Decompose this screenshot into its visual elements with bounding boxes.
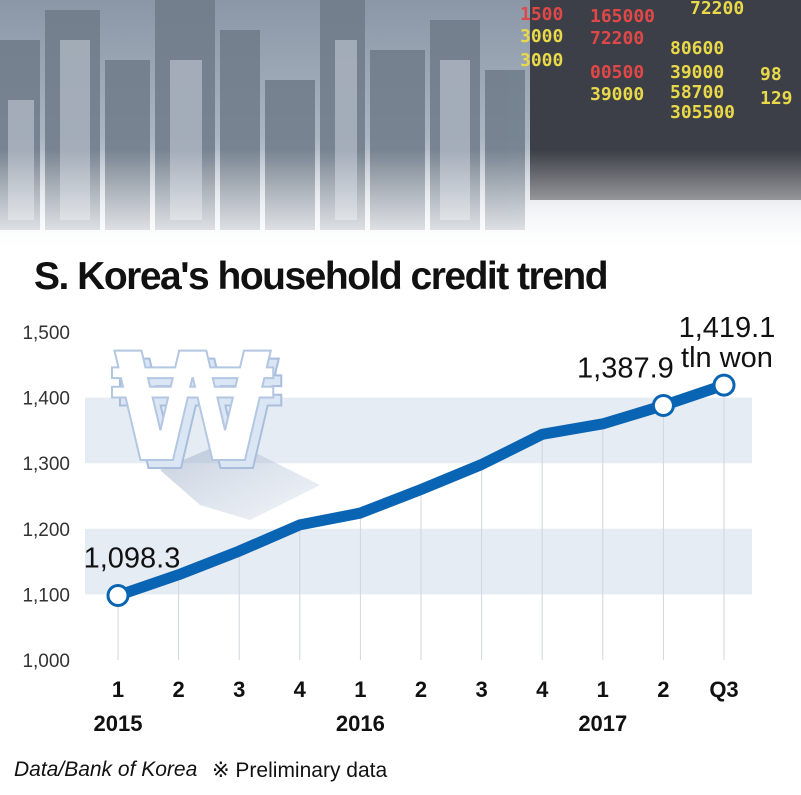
svg-text:165000: 165000 bbox=[590, 6, 655, 27]
data-point-marker bbox=[651, 394, 675, 418]
svg-text:72200: 72200 bbox=[590, 28, 644, 49]
y-tick-label: 1,000 bbox=[22, 651, 70, 672]
data-point-marker bbox=[106, 584, 130, 608]
data-point-marker bbox=[712, 373, 736, 397]
source-note: Data/Bank of Korea bbox=[14, 758, 198, 781]
y-tick-label: 1,200 bbox=[22, 520, 70, 541]
svg-text:00500: 00500 bbox=[590, 62, 644, 83]
x-year-label: 2015 bbox=[94, 711, 143, 736]
city-background-image: 1500 165000 72200 3000 72200 80600 3000 … bbox=[0, 0, 801, 260]
x-tick-label: 1 bbox=[597, 677, 609, 702]
svg-text:1500: 1500 bbox=[520, 4, 563, 25]
svg-text:3000: 3000 bbox=[520, 26, 563, 47]
svg-text:98: 98 bbox=[760, 64, 782, 85]
x-tick-label: 2 bbox=[415, 677, 427, 702]
x-year-label: 2017 bbox=[578, 711, 627, 736]
svg-text:39000: 39000 bbox=[670, 62, 724, 83]
svg-text:3000: 3000 bbox=[520, 50, 563, 71]
svg-text:58700: 58700 bbox=[670, 82, 724, 103]
preliminary-note: ※ Preliminary data bbox=[212, 759, 388, 782]
y-tick-label: 1,500 bbox=[22, 323, 70, 344]
svg-text:72200: 72200 bbox=[690, 0, 744, 19]
band-1 bbox=[85, 528, 752, 595]
x-tick-label: 1 bbox=[354, 677, 366, 702]
won-symbol-icon: ₩ ₩ bbox=[109, 321, 320, 520]
x-tick-label: 3 bbox=[475, 677, 487, 702]
annotation-value: 1,387.9 bbox=[577, 353, 674, 385]
svg-text:39000: 39000 bbox=[590, 84, 644, 105]
svg-text:305500: 305500 bbox=[670, 102, 735, 123]
series-line bbox=[112, 379, 730, 602]
annotation-value: 1,419.1 bbox=[679, 312, 776, 344]
svg-text:129: 129 bbox=[760, 88, 793, 109]
y-tick-label: 1,400 bbox=[22, 389, 70, 410]
chart-title: S. Korea's household credit trend bbox=[34, 255, 609, 298]
svg-text:₩: ₩ bbox=[110, 322, 275, 496]
x-tick-label: 4 bbox=[294, 677, 307, 702]
annotation-unit: tln won bbox=[681, 342, 773, 374]
x-axis-tick-labels: 1 2 3 4 1 2 3 4 1 2 Q3 bbox=[112, 677, 739, 702]
y-axis-tick-labels: 1,000 1,100 1,200 1,300 1,400 1,500 bbox=[22, 323, 70, 672]
x-year-label: 2016 bbox=[336, 711, 385, 736]
y-tick-label: 1,300 bbox=[22, 454, 70, 475]
y-tick-label: 1,100 bbox=[22, 585, 70, 606]
x-tick-label: 4 bbox=[536, 677, 549, 702]
x-tick-label: 1 bbox=[112, 677, 124, 702]
x-tick-label: 2 bbox=[172, 677, 184, 702]
x-tick-label: 2 bbox=[657, 677, 669, 702]
x-tick-label: Q3 bbox=[709, 677, 738, 702]
svg-text:₩: ₩ bbox=[118, 330, 283, 504]
x-tick-label: 3 bbox=[233, 677, 245, 702]
annotation-value: 1,098.3 bbox=[84, 543, 181, 575]
svg-text:80600: 80600 bbox=[670, 38, 724, 59]
x-axis-year-labels: 2015 2016 2017 bbox=[94, 711, 628, 736]
series-line-group bbox=[106, 373, 736, 660]
